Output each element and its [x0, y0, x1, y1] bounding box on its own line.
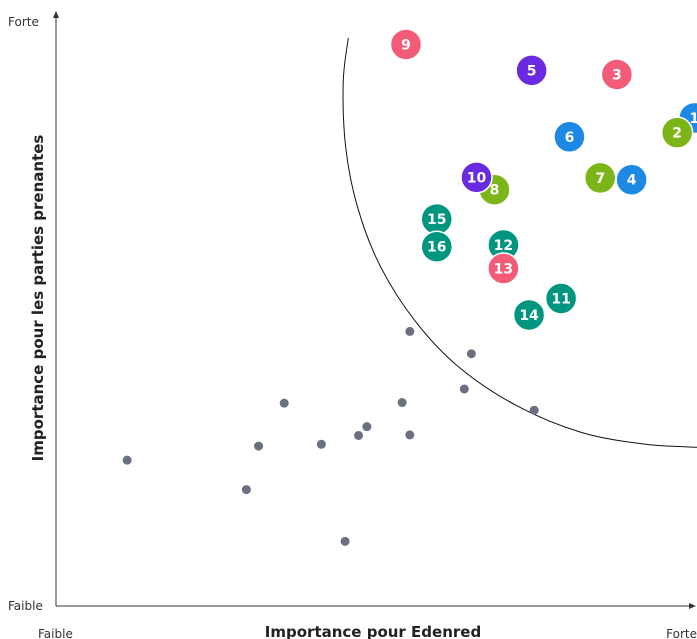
y-axis-arrow-icon — [53, 11, 59, 18]
issue-bubble-circle — [553, 120, 586, 154]
issue-bubble-label: 13 — [494, 261, 513, 277]
minor-issue-point — [529, 405, 539, 415]
issue-bubble-circle — [583, 161, 617, 195]
issue-bubble-9: 9 — [389, 28, 423, 61]
issue-bubble-2: 2 — [660, 116, 694, 149]
issue-bubble-label: 9 — [401, 37, 411, 53]
issue-bubble-6: 6 — [553, 120, 586, 154]
issue-bubble-4: 4 — [615, 163, 648, 196]
minor-issue-point — [279, 398, 289, 408]
issue-bubble-15: 15 — [420, 202, 454, 236]
issue-bubble-label: 16 — [427, 240, 446, 256]
issue-bubble-circle — [544, 282, 578, 315]
x-axis-arrow-icon — [689, 603, 696, 609]
minor-issue-point — [362, 422, 372, 432]
issue-bubble-14: 14 — [512, 298, 546, 332]
x-high-label: Forte — [666, 627, 697, 639]
minor-issue-point — [459, 384, 469, 394]
threshold-curve — [342, 37, 697, 448]
issue-bubble-label: 1 — [690, 111, 697, 127]
minor-issue-point — [405, 326, 415, 336]
issue-bubble-circle — [389, 28, 423, 61]
issue-bubble-label: 8 — [490, 183, 500, 199]
minor-issue-point — [466, 349, 476, 359]
issue-bubble-5: 5 — [515, 54, 548, 87]
issue-bubble-label: 7 — [595, 171, 605, 187]
minor-issue-point — [340, 536, 350, 546]
issue-bubble-11: 11 — [544, 282, 578, 315]
minor-issues-series — [122, 326, 539, 546]
issue-bubble-13: 13 — [487, 252, 520, 285]
issue-bubble-circle — [600, 58, 634, 91]
issue-bubble-12: 12 — [487, 228, 520, 262]
issue-bubble-label: 11 — [551, 291, 570, 307]
issue-bubble-label: 6 — [565, 130, 575, 146]
minor-issue-point — [316, 439, 326, 449]
x-axis-title: Importance pour Edenred — [265, 623, 481, 639]
issue-bubble-10: 10 — [460, 161, 493, 194]
issue-bubble-circle — [660, 116, 694, 149]
issue-bubble-label: 5 — [527, 63, 537, 79]
issue-bubble-circle — [460, 161, 493, 194]
x-low-label: Faible — [38, 627, 73, 639]
minor-issue-point — [354, 430, 364, 440]
y-low-label: Faible — [8, 599, 43, 613]
issue-bubble-7: 7 — [583, 161, 617, 195]
issue-bubble-label: 2 — [672, 126, 682, 142]
issue-bubble-circle — [512, 298, 546, 332]
issue-bubble-label: 12 — [494, 238, 513, 254]
y-high-label: Forte — [8, 15, 39, 29]
minor-issue-point — [405, 430, 415, 440]
issue-bubble-circle — [515, 54, 548, 87]
minor-issue-point — [254, 441, 264, 451]
issue-bubble-label: 10 — [467, 170, 487, 186]
issue-bubble-label: 15 — [427, 212, 446, 228]
issue-bubble-label: 14 — [519, 308, 539, 324]
y-axis-title: Importance pour les parties prenantes — [29, 135, 47, 462]
issue-bubble-circle — [420, 230, 454, 263]
issue-bubble-circle — [487, 252, 520, 285]
minor-issue-point — [241, 485, 251, 495]
issue-bubble-label: 4 — [627, 173, 637, 189]
issue-bubble-3: 3 — [600, 58, 634, 91]
minor-issue-point — [397, 398, 407, 408]
issue-bubble-label: 3 — [612, 67, 622, 83]
issue-bubble-16: 16 — [420, 230, 454, 263]
minor-issue-point — [122, 455, 132, 465]
axes — [53, 11, 696, 609]
